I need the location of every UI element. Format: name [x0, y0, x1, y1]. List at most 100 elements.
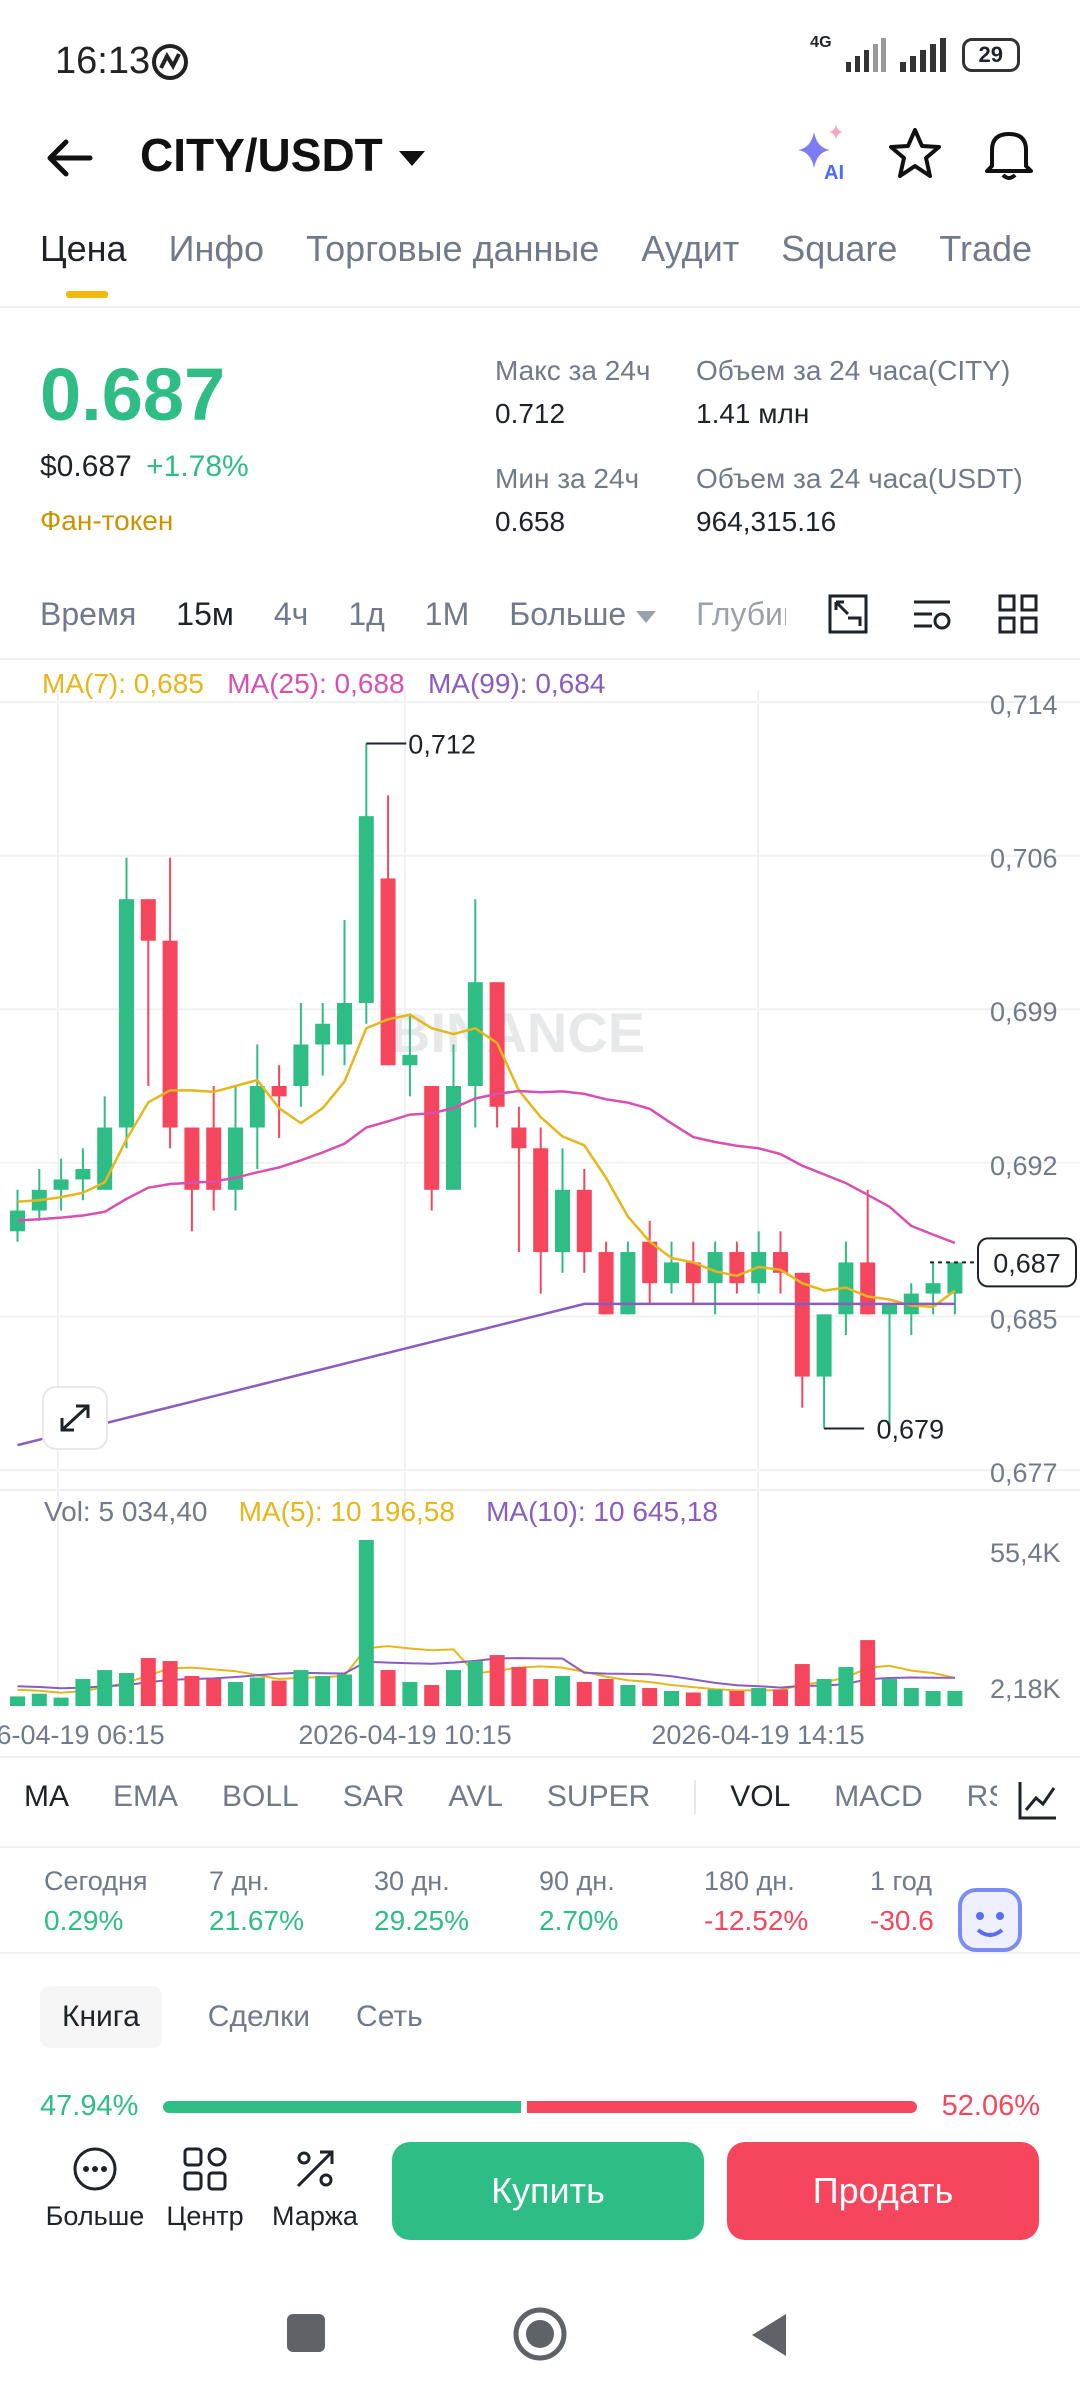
- caret-down-icon: [398, 151, 425, 167]
- buy-button[interactable]: Купить: [392, 2142, 704, 2240]
- tab-trades[interactable]: Сделки: [207, 2000, 311, 2033]
- indicator-sar[interactable]: SAR: [342, 1780, 405, 1813]
- expand-button[interactable]: [42, 1386, 108, 1450]
- vol-base-label: Объем за 24 часа(CITY): [696, 355, 1011, 386]
- back-arrow-icon[interactable]: [40, 128, 100, 188]
- low-24h-label: Мин за 24ч: [495, 463, 640, 494]
- tab-audit[interactable]: Аудит: [641, 228, 740, 269]
- candle-body: [271, 1086, 287, 1097]
- fullscreen-icon[interactable]: [826, 592, 870, 636]
- recents-icon[interactable]: [287, 2314, 325, 2352]
- volume-bar: [620, 1685, 636, 1706]
- signal-icon-2: [899, 38, 946, 72]
- bell-icon[interactable]: [982, 124, 1036, 182]
- assistant-button[interactable]: [950, 1880, 1030, 1960]
- volume-bar: [206, 1679, 222, 1706]
- volume-bar: [794, 1664, 810, 1706]
- chart-tools: [820, 588, 1080, 648]
- candle-body: [184, 1127, 200, 1190]
- candle-body: [75, 1169, 91, 1180]
- volume-bar: [882, 1679, 897, 1706]
- candle-body: [729, 1252, 745, 1284]
- volume-bar: [533, 1679, 549, 1706]
- ai-button[interactable]: AI: [790, 122, 850, 186]
- ai-sparkle-icon: [798, 124, 843, 168]
- tab-price[interactable]: Цена: [40, 228, 127, 298]
- indicator-rsi[interactable]: RSI: [966, 1780, 997, 1813]
- tab-book[interactable]: Книга: [40, 1986, 162, 2048]
- interval-4h[interactable]: 4ч: [273, 596, 309, 632]
- indicator-vol[interactable]: VOL: [694, 1780, 790, 1814]
- indicator-macd[interactable]: MACD: [834, 1780, 923, 1813]
- token-tag[interactable]: Фан-токен: [40, 505, 174, 536]
- perf-30d-label: 30 дн.: [374, 1866, 450, 1896]
- center-tool[interactable]: Центр: [150, 2144, 260, 2232]
- interval-time[interactable]: Время: [40, 596, 137, 632]
- back-triangle-icon[interactable]: [748, 2310, 792, 2360]
- watermark: BINANCE: [390, 1001, 645, 1064]
- indicator-avl[interactable]: AVL: [448, 1780, 503, 1813]
- star-icon[interactable]: [886, 126, 944, 182]
- bid-bar: [163, 2101, 521, 2113]
- low-marker-label: 0,679: [877, 1414, 945, 1444]
- vol-base-value: 1.41 млн: [696, 398, 810, 429]
- y-tick-label: 0,685: [990, 1304, 1058, 1334]
- interval-divider: [0, 658, 1080, 660]
- interval-1d[interactable]: 1д: [348, 596, 385, 632]
- indicator-chart-icon[interactable]: [1016, 1778, 1060, 1822]
- status-time: 16:13: [55, 40, 151, 82]
- interval-more[interactable]: Больше: [509, 596, 657, 633]
- home-icon[interactable]: [510, 2304, 570, 2364]
- vol-label: Vol: 5 034,40: [44, 1496, 208, 1527]
- volume-bar: [53, 1697, 69, 1706]
- interval-depth[interactable]: Глубина: [696, 596, 786, 632]
- candle-body: [773, 1252, 788, 1273]
- pair-selector[interactable]: CITY/USDT: [140, 128, 425, 182]
- more-tool[interactable]: Больше: [40, 2144, 150, 2232]
- volume-bar: [707, 1689, 723, 1706]
- candles: [10, 743, 963, 1429]
- volume-bar: [925, 1691, 941, 1706]
- x-tick-label: 2026-04-19 06:15: [0, 1720, 165, 1750]
- tab-trading-data[interactable]: Торговые данные: [305, 228, 600, 269]
- ma99-line: [17, 1302, 955, 1447]
- candle-body: [162, 940, 178, 1128]
- perf-180d: 180 дн. -12.52%: [704, 1866, 808, 1937]
- price-chart[interactable]: BINANCE 0,7140,7060,6990,6920,6850,6770,…: [0, 690, 1080, 1760]
- tab-trade[interactable]: Trade: [939, 228, 1033, 269]
- chart-settings-icon[interactable]: [910, 592, 954, 636]
- sell-button[interactable]: Продать: [727, 2142, 1039, 2240]
- grid-apps-icon: [183, 2147, 227, 2191]
- candle-body: [707, 1252, 723, 1284]
- volume-bar: [293, 1670, 309, 1706]
- ai-label: AI: [824, 162, 844, 184]
- volume-bar: [729, 1691, 745, 1706]
- y-tick-label: 0,706: [990, 844, 1058, 874]
- indicator-boll[interactable]: BOLL: [222, 1780, 299, 1813]
- candle-body: [533, 1148, 549, 1253]
- percent-icon: [296, 2150, 334, 2188]
- candle-body: [664, 1262, 679, 1284]
- perf-today-label: Сегодня: [44, 1866, 148, 1896]
- candle-body: [925, 1283, 941, 1294]
- tab-info[interactable]: Инфо: [168, 228, 264, 269]
- candle-body: [555, 1189, 570, 1253]
- candle-body: [816, 1314, 832, 1377]
- tab-square[interactable]: Square: [781, 228, 898, 269]
- x-tick-label: 2026-04-19 10:15: [298, 1720, 511, 1750]
- indicator-ma[interactable]: MA: [24, 1780, 69, 1813]
- perf-7d-label: 7 дн.: [209, 1866, 270, 1896]
- indicator-ema[interactable]: EMA: [113, 1780, 179, 1813]
- perf-90d-label: 90 дн.: [539, 1866, 615, 1896]
- ma25-label: MA(25): 0,688: [227, 668, 405, 699]
- system-nav-bar: [0, 2290, 1080, 2400]
- candle-body: [315, 1023, 331, 1045]
- tab-network[interactable]: Сеть: [356, 2000, 423, 2033]
- indicator-super[interactable]: SUPER: [546, 1780, 651, 1813]
- candle-body: [119, 899, 134, 1128]
- layout-grid-icon[interactable]: [996, 592, 1040, 636]
- candle-body: [598, 1252, 614, 1315]
- interval-15m[interactable]: 15м: [176, 596, 234, 632]
- margin-tool[interactable]: Маржа: [260, 2144, 370, 2232]
- interval-1M[interactable]: 1М: [424, 596, 470, 632]
